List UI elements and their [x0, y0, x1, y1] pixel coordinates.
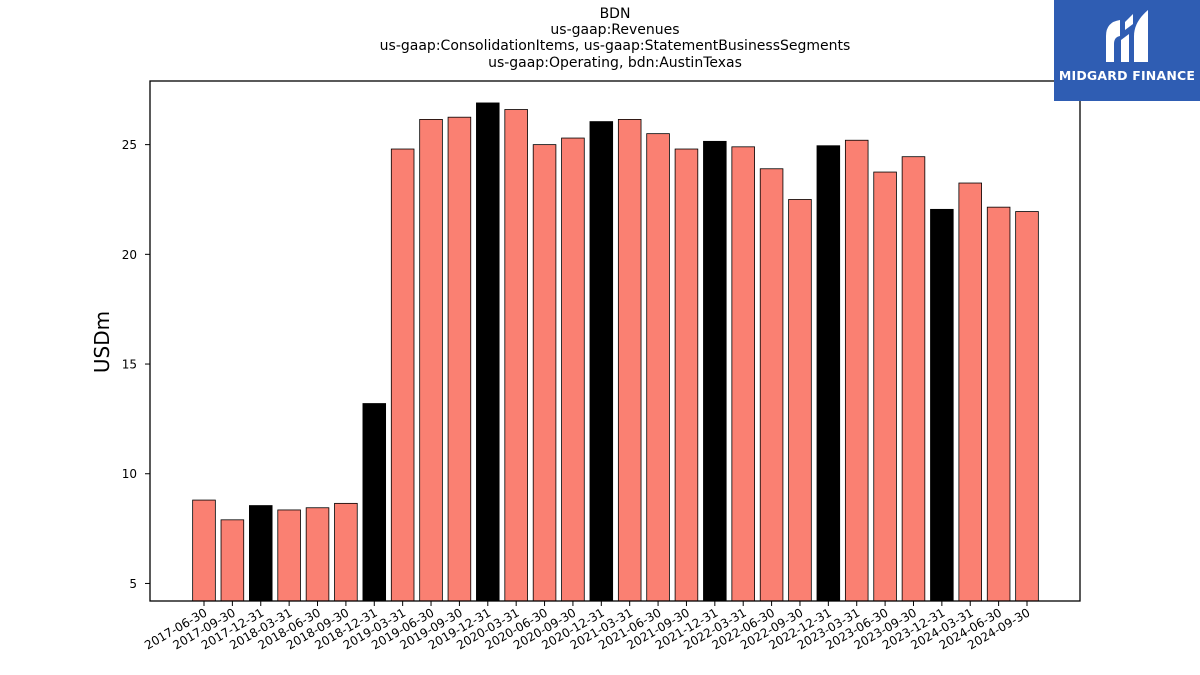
chart-title: BDN us-gaap:Revenues us-gaap:Consolidati…: [150, 6, 1080, 71]
bar-2017-06-30: [192, 499, 216, 602]
bar-2019-03-31: [390, 148, 415, 602]
y-axis: 5 10 15 20 25: [122, 138, 150, 591]
title-line-axis: us-gaap:ConsolidationItems, us-gaap:Stat…: [379, 38, 851, 55]
bar-2019-09-30: [447, 116, 472, 602]
bar-2018-12-31: [362, 403, 387, 602]
x-axis: 2017-06-302017-09-302017-12-312018-03-31…: [142, 601, 1033, 652]
y-tick-label: 15: [122, 358, 137, 372]
bar-2017-09-30: [220, 519, 245, 602]
bar-2019-06-30: [419, 119, 443, 602]
bar-2020-09-30: [561, 137, 585, 602]
bar-2024-03-31: [958, 182, 982, 602]
y-axis-label: USDm: [90, 311, 114, 373]
title-line-members: us-gaap:Operating, bdn:AustinTexas: [488, 54, 742, 71]
bar-2018-09-30: [334, 502, 358, 602]
y-tick-label: 5: [129, 577, 137, 591]
logo-mark-icon: [1106, 10, 1148, 62]
bar-2020-06-30: [532, 144, 557, 602]
bar-2023-06-30: [873, 171, 897, 602]
bar-2022-06-30: [759, 168, 784, 602]
bar-2023-03-31: [844, 139, 869, 602]
title-line-ticker: BDN: [599, 6, 631, 22]
plot-frame: [149, 80, 1081, 602]
y-tick-label: 20: [122, 248, 137, 262]
logo-text: MIDGARD FINANCE: [1058, 68, 1196, 83]
y-tick-label: 25: [122, 138, 137, 152]
midgard-finance-logo: MIDGARD FINANCE: [1054, 0, 1200, 101]
bar-2023-12-31: [930, 208, 954, 602]
bar-2018-03-31: [277, 509, 301, 602]
bar-2021-09-30: [674, 148, 699, 602]
bar-2018-06-30: [305, 507, 330, 602]
bar-2021-06-30: [646, 133, 670, 602]
bar-2019-12-31: [476, 102, 500, 602]
y-tick-label: 10: [122, 467, 137, 481]
bar-2024-09-30: [1015, 211, 1039, 602]
bar-2017-12-31: [249, 505, 273, 602]
bar-2023-09-30: [901, 156, 926, 602]
bar-2022-09-30: [788, 199, 812, 602]
title-line-concept: us-gaap:Revenues: [550, 22, 680, 39]
bar-2020-03-31: [504, 109, 528, 602]
bar-2022-12-31: [816, 145, 841, 602]
bar-2022-03-31: [731, 146, 755, 602]
bar-2020-12-31: [589, 121, 614, 602]
bars-layer: [192, 102, 1039, 602]
bar-2021-12-31: [703, 140, 727, 602]
bar-2024-06-30: [986, 206, 1011, 602]
bar-2021-03-31: [617, 119, 642, 602]
